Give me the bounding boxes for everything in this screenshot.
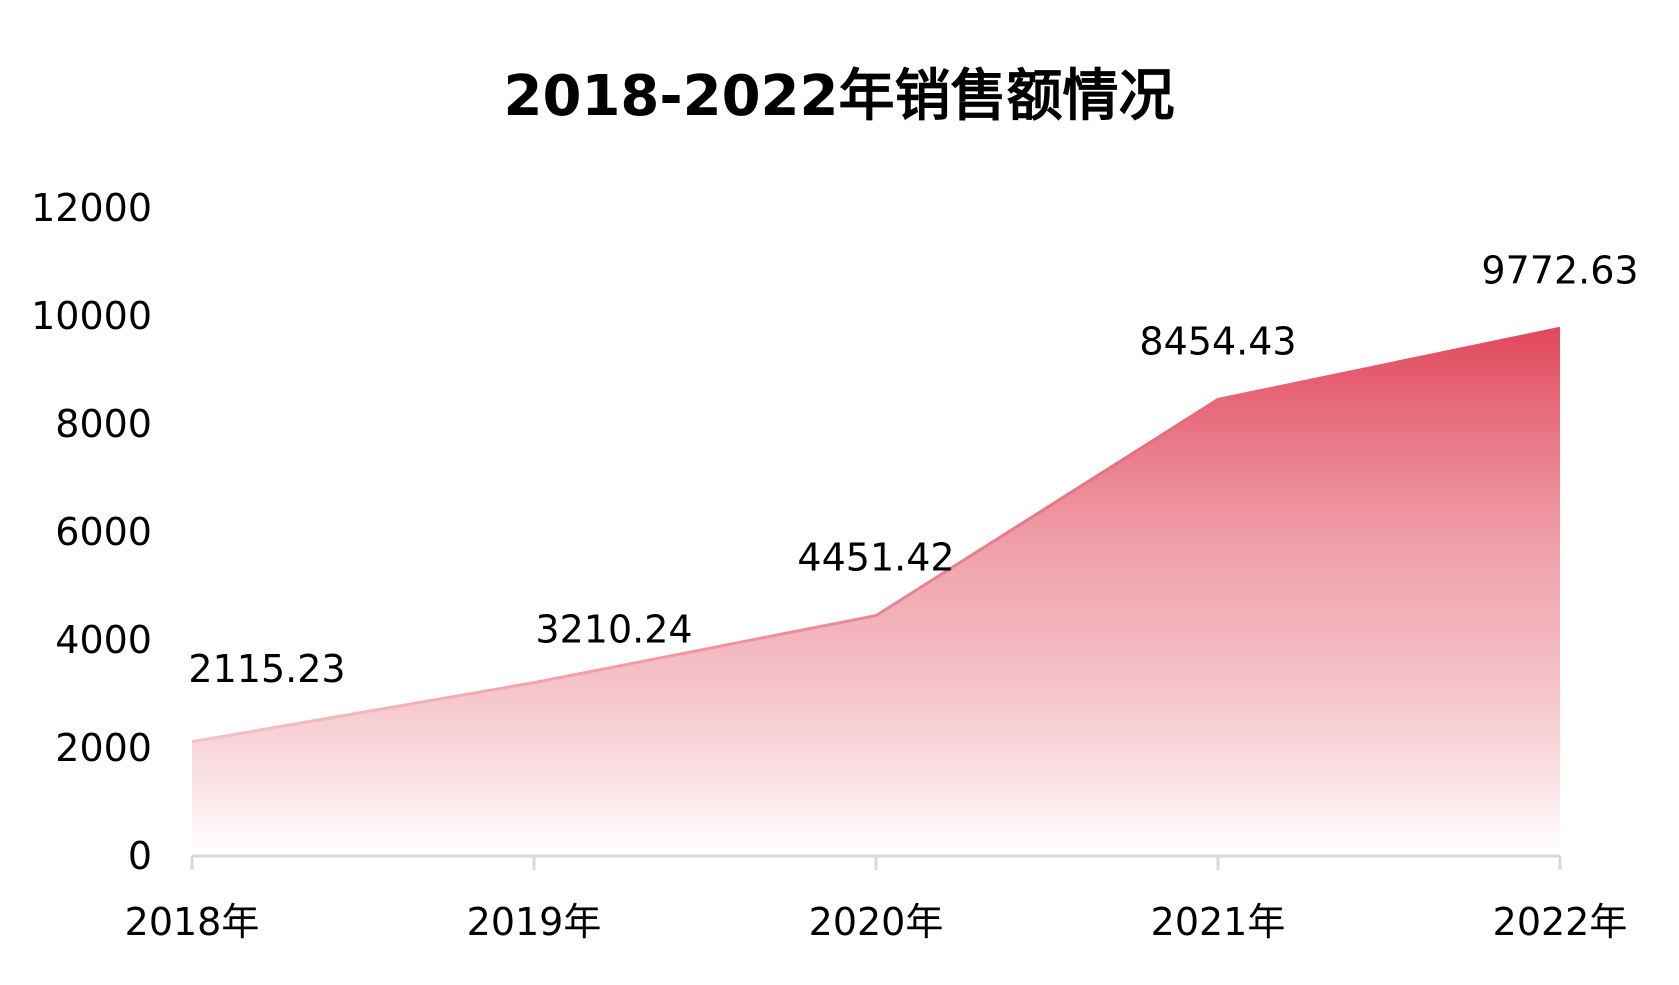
x-tick-label: 2018年 [125, 900, 260, 944]
x-tick-label: 2021年 [1151, 900, 1286, 944]
chart-title: 2018-2022年销售额情况 [504, 64, 1175, 129]
x-tick-label: 2022年 [1493, 900, 1628, 944]
y-tick-label: 8000 [55, 402, 152, 446]
data-label: 3210.24 [535, 608, 692, 652]
area-line [191, 326, 1561, 744]
y-tick-label: 2000 [55, 726, 152, 770]
data-label: 2115.23 [188, 647, 345, 691]
y-tick-label: 4000 [55, 618, 152, 662]
y-axis: 0 2000 4000 6000 8000 10000 12000 [31, 186, 152, 878]
data-labels: 2115.23 3210.24 4451.42 8454.43 9772.63 [188, 248, 1638, 690]
x-tick-label: 2020年 [809, 900, 944, 944]
y-tick-label: 6000 [55, 510, 152, 554]
data-label: 9772.63 [1481, 248, 1638, 292]
y-tick-label: 0 [128, 834, 152, 878]
y-tick-label: 12000 [31, 186, 152, 230]
data-label: 8454.43 [1139, 319, 1296, 363]
data-label: 4451.42 [797, 536, 954, 580]
x-tick-label: 2019年 [467, 900, 602, 944]
x-axis: 2018年 2019年 2020年 2021年 2022年 [125, 854, 1628, 944]
area-fill [192, 328, 1560, 857]
y-tick-label: 10000 [31, 294, 152, 338]
